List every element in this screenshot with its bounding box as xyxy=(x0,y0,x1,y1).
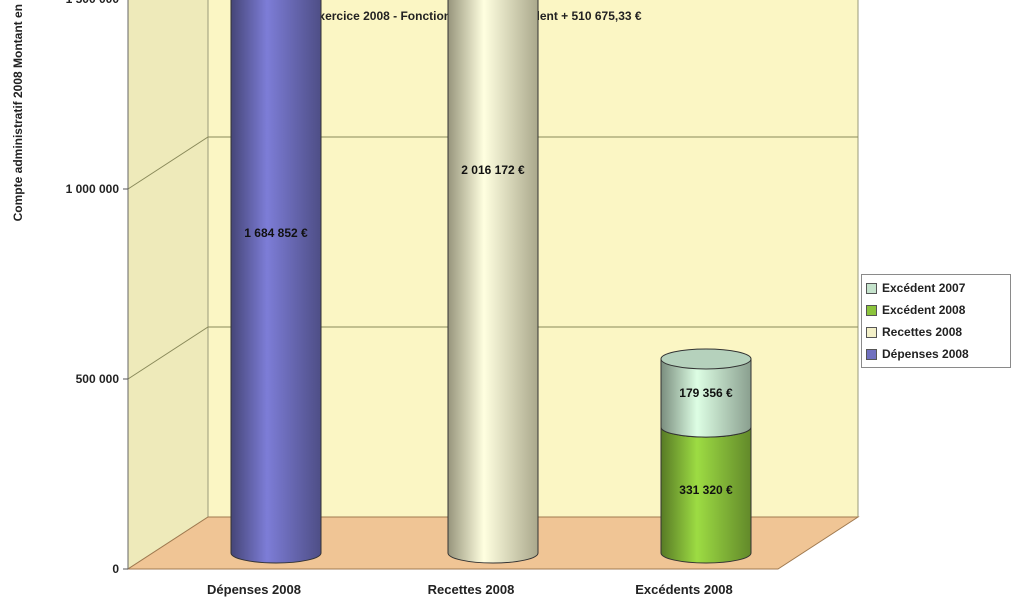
legend-swatch-excedent-2008 xyxy=(866,304,877,316)
legend-swatch-depenses-2008 xyxy=(866,348,877,360)
y-tick-label: 0 xyxy=(112,562,119,576)
legend-item-depenses-2008: Dépenses 2008 xyxy=(866,343,1006,365)
side-wall xyxy=(127,0,209,570)
legend-label-excedent-2007: Excédent 2007 xyxy=(882,281,966,295)
x-tick-label: Recettes 2008 xyxy=(428,582,515,597)
gridline xyxy=(127,136,858,190)
legend-item-excedent-2008: Excédent 2008 xyxy=(866,299,1006,321)
legend-label-depenses-2008: Dépenses 2008 xyxy=(882,347,969,361)
gridline xyxy=(127,326,858,380)
bar-2-series-3 xyxy=(660,358,752,438)
legend-swatch-excedent-2007 xyxy=(866,282,877,294)
x-tick-label: Dépenses 2008 xyxy=(207,582,301,597)
y-tick-label: 1 500 000 xyxy=(66,0,120,6)
y-axis-label: Compte administratif 2008 Montant en Eur… xyxy=(11,0,25,221)
data-label-2-series-3: 179 356 € xyxy=(679,386,733,400)
legend-item-excedent-2007: Excédent 2007 xyxy=(866,277,1006,299)
y-tick-label: 1 000 000 xyxy=(66,182,120,196)
legend-label-recettes-2008: Recettes 2008 xyxy=(882,325,963,339)
data-label-0-series-0: 1 684 852 € xyxy=(244,226,308,240)
legend-item-recettes-2008: Recettes 2008 xyxy=(866,321,1006,343)
bar-2-series-2 xyxy=(660,426,752,564)
legend-swatch-recettes-2008 xyxy=(866,326,877,338)
bar-0-series-0 xyxy=(230,0,322,564)
bar-1-series-1 xyxy=(447,0,539,564)
y-tick-label: 500 000 xyxy=(76,372,120,386)
data-label-2-series-2: 331 320 € xyxy=(679,483,733,497)
legend: Excédent 2007 Excédent 2008 Recettes 200… xyxy=(861,274,1011,368)
bar-top-2-series-3 xyxy=(660,348,752,370)
data-label-1-series-1: 2 016 172 € xyxy=(461,163,525,177)
x-tick-label: Excédents 2008 xyxy=(635,582,733,597)
legend-label-excedent-2008: Excédent 2008 xyxy=(882,303,966,317)
